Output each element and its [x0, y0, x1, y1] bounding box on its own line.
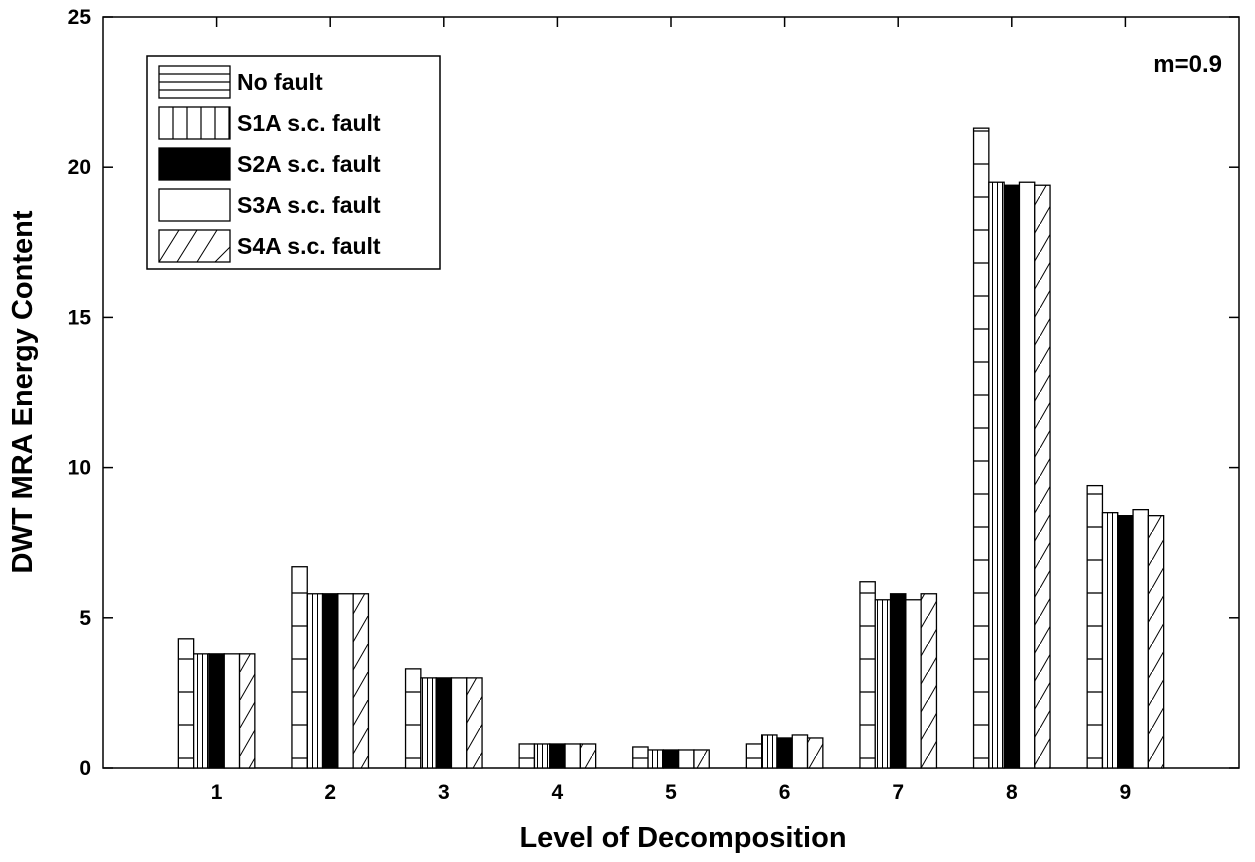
- bar-7-series-5: [920, 593, 938, 769]
- bar-5-series-2: [647, 749, 664, 769]
- bar-9-series-1: [1086, 484, 1104, 769]
- bar-4-series-5: [579, 743, 597, 769]
- bar-2-series-4: [337, 593, 354, 769]
- bar-8-series-1: [972, 127, 990, 769]
- bar-6-series-2: [761, 734, 778, 769]
- bar-3-series-3: [435, 677, 453, 769]
- bar-8-series-3: [1003, 184, 1021, 769]
- bar-3-series-2: [420, 677, 437, 769]
- legend-label: No fault: [237, 69, 323, 95]
- y-tick-label: 0: [79, 757, 91, 780]
- x-tick-label: 1: [211, 781, 223, 804]
- bar-9-series-5: [1147, 515, 1165, 769]
- legend-swatch: [158, 147, 231, 181]
- legend-label: S2A s.c. fault: [237, 151, 381, 177]
- bar-4-series-1: [518, 743, 536, 769]
- bar-4-series-4: [564, 743, 581, 769]
- y-tick-label: 5: [79, 607, 91, 630]
- bar-3-series-1: [404, 668, 422, 769]
- legend-item: S2A s.c. fault: [158, 147, 381, 181]
- bar-8-series-5: [1034, 184, 1051, 769]
- legend-item: S1A s.c. fault: [158, 106, 381, 140]
- bar-6-series-4: [791, 734, 809, 769]
- bar-1-series-2: [192, 653, 210, 769]
- bar-6-series-1: [745, 743, 763, 769]
- bar-9-series-3: [1117, 515, 1134, 769]
- legend-label: S4A s.c. fault: [237, 233, 381, 259]
- bar-7-series-1: [859, 581, 876, 769]
- legend-label: S1A s.c. fault: [237, 110, 381, 136]
- bar-1-series-4: [223, 653, 241, 769]
- legend-label: S3A s.c. fault: [237, 192, 381, 218]
- x-tick-label: 8: [1006, 781, 1018, 804]
- legend-item: No fault: [158, 65, 323, 99]
- legend-swatch: [158, 65, 231, 99]
- bar-8-series-2: [988, 181, 1005, 769]
- x-tick-label: 7: [892, 781, 904, 804]
- x-tick-label: 9: [1120, 781, 1132, 804]
- bar-9-series-4: [1132, 509, 1150, 769]
- bar-5-series-5: [693, 749, 710, 769]
- bars-group: [177, 127, 1165, 769]
- legend-swatch: [158, 229, 231, 263]
- bar-5-series-4: [678, 749, 695, 769]
- bar-4-series-2: [533, 743, 551, 769]
- y-tick-label: 20: [68, 156, 91, 179]
- bar-2-series-1: [291, 566, 308, 769]
- bar-1-series-1: [177, 638, 195, 769]
- x-tick-label: 6: [779, 781, 791, 804]
- legend-item: S4A s.c. fault: [158, 229, 381, 263]
- bar-6-series-5: [806, 737, 824, 769]
- bar-5-series-1: [632, 746, 649, 769]
- legend-swatch: [158, 106, 231, 140]
- y-ticks: 0 5 10 15 20 25: [68, 6, 1239, 780]
- legend: No fault S1A s.c. fault S2A s.c. fault S3A …: [146, 55, 441, 270]
- bar-1-series-3: [208, 653, 225, 769]
- bar-3-series-4: [450, 677, 468, 769]
- bar-7-series-4: [905, 599, 922, 769]
- legend-item: S3A s.c. fault: [158, 188, 381, 222]
- x-tick-label: 2: [324, 781, 336, 804]
- x-tick-label: 4: [552, 781, 564, 804]
- bar-7-series-2: [874, 599, 892, 769]
- bar-3-series-5: [466, 677, 483, 769]
- y-tick-label: 15: [68, 306, 92, 329]
- y-tick-label: 10: [68, 457, 91, 480]
- bar-8-series-4: [1018, 181, 1036, 769]
- x-ticks: 1 2 3 4 5 6 7 8 9: [211, 17, 1131, 804]
- bar-2-series-3: [321, 593, 339, 769]
- x-tick-label: 3: [438, 781, 450, 804]
- bar-1-series-5: [238, 653, 256, 769]
- y-tick-label: 25: [68, 6, 92, 29]
- bar-7-series-3: [889, 593, 907, 769]
- bar-2-series-5: [352, 593, 370, 769]
- annotation: m=0.9: [1153, 51, 1222, 78]
- x-tick-label: 5: [665, 781, 677, 804]
- legend-swatch: [158, 188, 231, 222]
- bar-9-series-2: [1101, 512, 1119, 769]
- x-axis-label: Level of Decomposition: [519, 822, 846, 854]
- y-axis-label: DWT MRA Energy Content: [7, 210, 39, 573]
- bar-2-series-2: [306, 593, 324, 769]
